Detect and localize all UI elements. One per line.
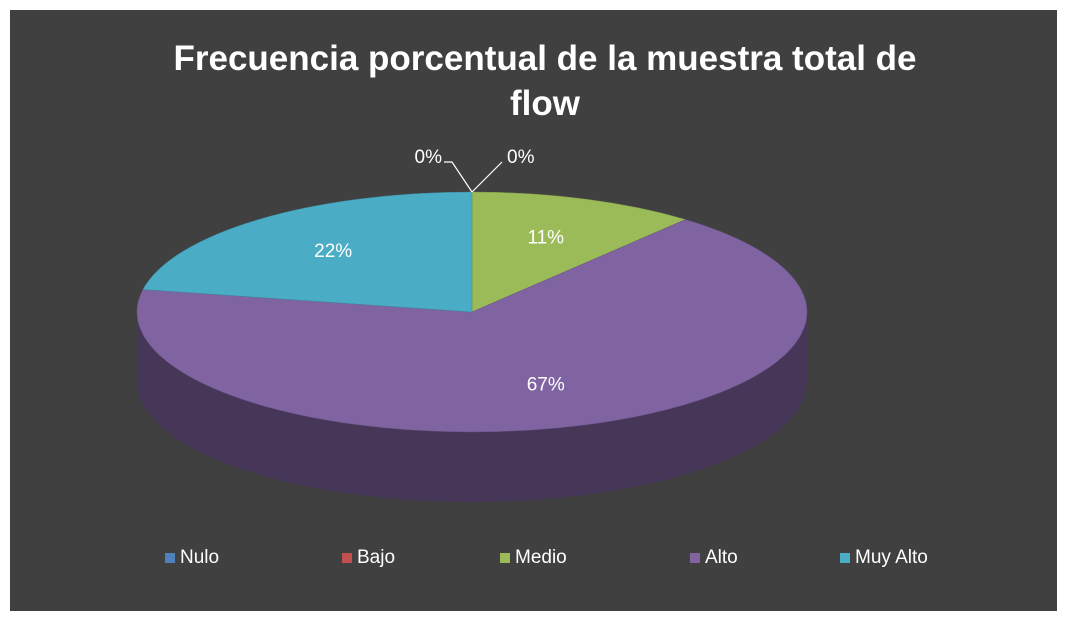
pie-tops — [136, 191, 808, 433]
pie-slice — [471, 191, 687, 313]
pie-sides — [137, 312, 807, 502]
legend-label: Muy Alto — [855, 547, 928, 568]
pie-slice — [136, 219, 808, 433]
leader-line — [444, 161, 473, 193]
pie-side — [137, 312, 807, 502]
chart-title: Frecuencia porcentual de la muestra tota… — [174, 39, 917, 123]
legend-swatch — [165, 553, 175, 563]
data-label: 0% — [415, 147, 443, 168]
data-label: 22% — [314, 241, 352, 262]
legend-label: Bajo — [357, 547, 395, 568]
data-label: 11% — [527, 228, 564, 249]
legend-swatch — [342, 553, 352, 563]
leader-line — [471, 161, 503, 193]
data-label: 0% — [507, 147, 535, 168]
legend-label: Nulo — [180, 547, 219, 568]
legend-swatch — [840, 553, 850, 563]
legend-label: Medio — [515, 547, 567, 568]
data-label: 67% — [527, 374, 565, 395]
pie-slice — [142, 191, 473, 313]
legend-swatch — [690, 553, 700, 563]
legend-swatch — [500, 553, 510, 563]
legend-label: Alto — [705, 547, 738, 568]
